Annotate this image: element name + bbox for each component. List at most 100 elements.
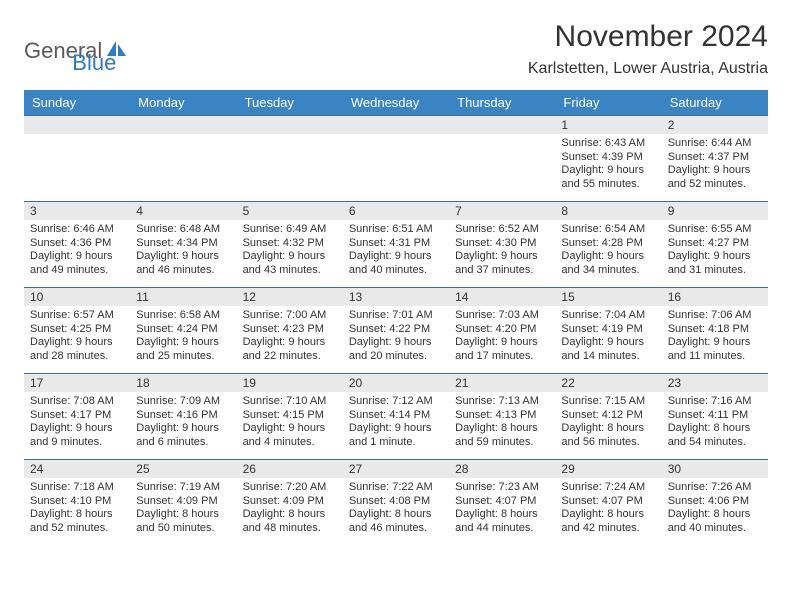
- day-detail-line: Sunset: 4:17 PM: [30, 409, 124, 423]
- day-details: Sunrise: 7:13 AMSunset: 4:13 PMDaylight:…: [449, 392, 555, 453]
- day-detail-line: Sunset: 4:25 PM: [30, 323, 124, 337]
- calendar-day-cell: 20Sunrise: 7:12 AMSunset: 4:14 PMDayligh…: [343, 374, 449, 460]
- day-details: Sunrise: 6:54 AMSunset: 4:28 PMDaylight:…: [555, 220, 661, 281]
- day-number: 18: [130, 374, 236, 392]
- day-details: Sunrise: 7:00 AMSunset: 4:23 PMDaylight:…: [237, 306, 343, 367]
- day-number: 9: [662, 202, 768, 220]
- day-detail-line: Sunset: 4:31 PM: [349, 237, 443, 251]
- day-details: [449, 134, 555, 188]
- day-detail-line: Sunset: 4:34 PM: [136, 237, 230, 251]
- day-number: [130, 116, 236, 134]
- day-details: Sunrise: 7:04 AMSunset: 4:19 PMDaylight:…: [555, 306, 661, 367]
- day-detail-line: Daylight: 8 hours and 44 minutes.: [455, 508, 549, 535]
- weekday-header: Sunday: [24, 90, 130, 116]
- day-detail-line: Sunrise: 6:55 AM: [668, 223, 762, 237]
- day-number: 27: [343, 460, 449, 478]
- day-number: 14: [449, 288, 555, 306]
- day-details: Sunrise: 7:09 AMSunset: 4:16 PMDaylight:…: [130, 392, 236, 453]
- location: Karlstetten, Lower Austria, Austria: [528, 60, 768, 78]
- calendar-day-cell: [237, 116, 343, 202]
- calendar-day-cell: 10Sunrise: 6:57 AMSunset: 4:25 PMDayligh…: [24, 288, 130, 374]
- day-number: 8: [555, 202, 661, 220]
- day-number: 28: [449, 460, 555, 478]
- calendar-day-cell: 5Sunrise: 6:49 AMSunset: 4:32 PMDaylight…: [237, 202, 343, 288]
- day-details: Sunrise: 7:18 AMSunset: 4:10 PMDaylight:…: [24, 478, 130, 539]
- day-detail-line: Daylight: 8 hours and 54 minutes.: [668, 422, 762, 449]
- logo-word2: Blue: [72, 50, 116, 76]
- weekday-header: Thursday: [449, 90, 555, 116]
- day-detail-line: Sunrise: 7:03 AM: [455, 309, 549, 323]
- day-detail-line: Sunrise: 7:04 AM: [561, 309, 655, 323]
- day-detail-line: Sunrise: 6:52 AM: [455, 223, 549, 237]
- calendar-body: 1Sunrise: 6:43 AMSunset: 4:39 PMDaylight…: [24, 116, 768, 546]
- day-detail-line: Daylight: 9 hours and 6 minutes.: [136, 422, 230, 449]
- calendar-day-cell: 28Sunrise: 7:23 AMSunset: 4:07 PMDayligh…: [449, 460, 555, 546]
- day-detail-line: Sunset: 4:27 PM: [668, 237, 762, 251]
- day-number: 7: [449, 202, 555, 220]
- day-detail-line: Daylight: 9 hours and 28 minutes.: [30, 336, 124, 363]
- day-detail-line: Sunrise: 6:44 AM: [668, 137, 762, 151]
- day-details: Sunrise: 7:20 AMSunset: 4:09 PMDaylight:…: [237, 478, 343, 539]
- calendar-day-cell: [24, 116, 130, 202]
- logo: General Blue: [24, 20, 116, 76]
- day-details: Sunrise: 7:12 AMSunset: 4:14 PMDaylight:…: [343, 392, 449, 453]
- day-details: Sunrise: 7:26 AMSunset: 4:06 PMDaylight:…: [662, 478, 768, 539]
- day-detail-line: Sunrise: 7:00 AM: [243, 309, 337, 323]
- day-detail-line: Sunset: 4:15 PM: [243, 409, 337, 423]
- calendar-day-cell: 14Sunrise: 7:03 AMSunset: 4:20 PMDayligh…: [449, 288, 555, 374]
- day-detail-line: Daylight: 8 hours and 52 minutes.: [30, 508, 124, 535]
- calendar-day-cell: 7Sunrise: 6:52 AMSunset: 4:30 PMDaylight…: [449, 202, 555, 288]
- day-detail-line: Daylight: 8 hours and 59 minutes.: [455, 422, 549, 449]
- calendar-day-cell: 26Sunrise: 7:20 AMSunset: 4:09 PMDayligh…: [237, 460, 343, 546]
- day-detail-line: Sunset: 4:39 PM: [561, 151, 655, 165]
- calendar-day-cell: [130, 116, 236, 202]
- calendar-day-cell: 13Sunrise: 7:01 AMSunset: 4:22 PMDayligh…: [343, 288, 449, 374]
- day-details: Sunrise: 7:24 AMSunset: 4:07 PMDaylight:…: [555, 478, 661, 539]
- calendar-week-row: 24Sunrise: 7:18 AMSunset: 4:10 PMDayligh…: [24, 460, 768, 546]
- day-detail-line: Sunrise: 7:19 AM: [136, 481, 230, 495]
- day-details: Sunrise: 7:22 AMSunset: 4:08 PMDaylight:…: [343, 478, 449, 539]
- day-detail-line: Sunrise: 6:57 AM: [30, 309, 124, 323]
- day-details: Sunrise: 7:06 AMSunset: 4:18 PMDaylight:…: [662, 306, 768, 367]
- day-details: Sunrise: 7:01 AMSunset: 4:22 PMDaylight:…: [343, 306, 449, 367]
- weekday-header: Friday: [555, 90, 661, 116]
- day-number: 24: [24, 460, 130, 478]
- day-detail-line: Sunrise: 6:48 AM: [136, 223, 230, 237]
- day-detail-line: Sunset: 4:32 PM: [243, 237, 337, 251]
- calendar-day-cell: 2Sunrise: 6:44 AMSunset: 4:37 PMDaylight…: [662, 116, 768, 202]
- calendar-day-cell: 12Sunrise: 7:00 AMSunset: 4:23 PMDayligh…: [237, 288, 343, 374]
- weekday-header: Saturday: [662, 90, 768, 116]
- day-number: 13: [343, 288, 449, 306]
- day-detail-line: Daylight: 9 hours and 31 minutes.: [668, 250, 762, 277]
- day-detail-line: Sunset: 4:06 PM: [668, 495, 762, 509]
- calendar-day-cell: 3Sunrise: 6:46 AMSunset: 4:36 PMDaylight…: [24, 202, 130, 288]
- day-detail-line: Sunset: 4:30 PM: [455, 237, 549, 251]
- calendar-day-cell: 19Sunrise: 7:10 AMSunset: 4:15 PMDayligh…: [237, 374, 343, 460]
- day-detail-line: Sunrise: 7:01 AM: [349, 309, 443, 323]
- calendar-day-cell: 4Sunrise: 6:48 AMSunset: 4:34 PMDaylight…: [130, 202, 236, 288]
- day-detail-line: Sunrise: 6:49 AM: [243, 223, 337, 237]
- day-details: Sunrise: 6:46 AMSunset: 4:36 PMDaylight:…: [24, 220, 130, 281]
- weekday-header: Tuesday: [237, 90, 343, 116]
- day-detail-line: Daylight: 9 hours and 20 minutes.: [349, 336, 443, 363]
- day-detail-line: Sunset: 4:13 PM: [455, 409, 549, 423]
- day-detail-line: Sunset: 4:09 PM: [243, 495, 337, 509]
- day-detail-line: Daylight: 8 hours and 42 minutes.: [561, 508, 655, 535]
- day-number: 19: [237, 374, 343, 392]
- day-detail-line: Sunrise: 7:20 AM: [243, 481, 337, 495]
- day-detail-line: Sunrise: 7:26 AM: [668, 481, 762, 495]
- day-detail-line: Sunrise: 6:58 AM: [136, 309, 230, 323]
- day-number: [343, 116, 449, 134]
- day-number: 6: [343, 202, 449, 220]
- day-detail-line: Sunset: 4:12 PM: [561, 409, 655, 423]
- day-detail-line: Sunset: 4:08 PM: [349, 495, 443, 509]
- day-detail-line: Sunset: 4:14 PM: [349, 409, 443, 423]
- day-number: 25: [130, 460, 236, 478]
- day-number: 16: [662, 288, 768, 306]
- day-number: 5: [237, 202, 343, 220]
- day-detail-line: Sunrise: 6:43 AM: [561, 137, 655, 151]
- day-detail-line: Sunrise: 7:10 AM: [243, 395, 337, 409]
- day-number: 15: [555, 288, 661, 306]
- day-details: [343, 134, 449, 188]
- day-number: 11: [130, 288, 236, 306]
